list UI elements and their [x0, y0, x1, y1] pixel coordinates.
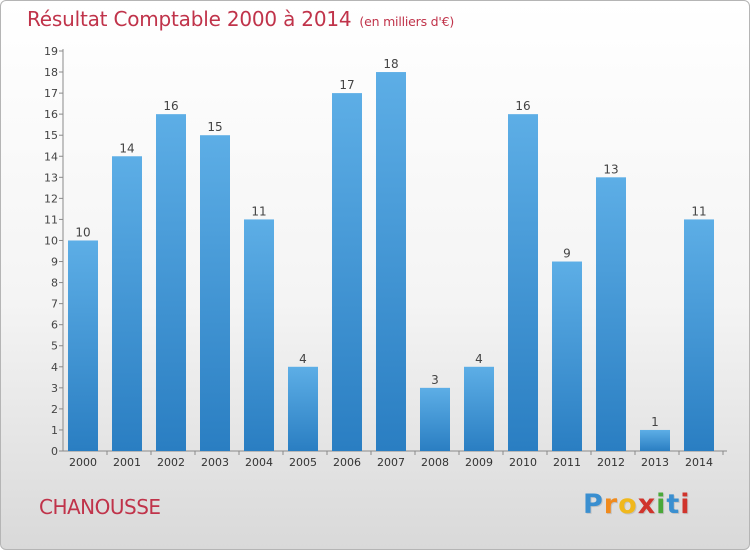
data-label-2014: 11 — [691, 204, 706, 218]
chart-title-unit: (en milliers d'€) — [359, 14, 455, 29]
bar-2000 — [68, 240, 98, 451]
data-label-2005: 4 — [299, 352, 307, 366]
bar-2002 — [156, 114, 186, 451]
data-label-2008: 3 — [431, 373, 439, 387]
y-tick-label: 2 — [51, 403, 58, 416]
x-tick-label-2003: 2003 — [201, 456, 229, 469]
bar-2004 — [244, 219, 274, 451]
bar-2008 — [420, 387, 450, 451]
x-tick-label-2005: 2005 — [289, 456, 317, 469]
logo-letter: P — [583, 489, 604, 520]
bar-2012 — [596, 177, 626, 451]
data-label-2007: 18 — [383, 57, 398, 71]
y-tick-label: 18 — [44, 66, 58, 79]
x-tick-label-2007: 2007 — [377, 456, 405, 469]
data-label-2004: 11 — [251, 204, 266, 218]
y-tick-label: 15 — [44, 129, 58, 142]
data-label-2013: 1 — [651, 415, 659, 429]
y-tick-label: 1 — [51, 424, 58, 437]
x-tick-label-2008: 2008 — [421, 456, 449, 469]
data-label-2000: 10 — [75, 225, 90, 239]
data-label-2009: 4 — [475, 352, 483, 366]
bar-2006 — [332, 93, 362, 452]
bar-2005 — [288, 366, 318, 451]
y-tick-label: 13 — [44, 171, 58, 184]
x-tick-label-2009: 2009 — [465, 456, 493, 469]
y-tick-label: 16 — [44, 108, 58, 121]
x-tick-label-2011: 2011 — [553, 456, 581, 469]
y-tick-label: 10 — [44, 234, 58, 247]
logo-letter: i — [680, 489, 691, 520]
logo-letter: o — [618, 489, 638, 520]
x-tick-label-2014: 2014 — [685, 456, 713, 469]
y-tick-label: 4 — [51, 361, 58, 374]
x-tick-label-2010: 2010 — [509, 456, 537, 469]
x-tick-label-2001: 2001 — [113, 456, 141, 469]
y-tick-label: 11 — [44, 213, 58, 226]
data-label-2010: 16 — [515, 99, 530, 113]
data-label-2011: 9 — [563, 247, 571, 261]
chart-title-main: Résultat Comptable 2000 à 2014 — [27, 7, 352, 31]
logo-letter: r — [603, 489, 619, 520]
y-tick-label: 17 — [44, 87, 58, 100]
x-tick-label-2004: 2004 — [245, 456, 273, 469]
y-tick-label: 6 — [51, 319, 58, 332]
bar-2010 — [508, 114, 538, 451]
data-label-2006: 17 — [339, 78, 354, 92]
bar-2003 — [200, 135, 230, 452]
commune-name: CHANOUSSE — [39, 495, 161, 519]
x-tick-label-2006: 2006 — [333, 456, 361, 469]
y-tick-label: 19 — [44, 45, 58, 58]
y-tick-label: 7 — [51, 298, 58, 311]
data-label-2003: 15 — [207, 120, 222, 134]
y-tick-label: 3 — [51, 382, 58, 395]
data-label-2012: 13 — [603, 162, 618, 176]
x-tick-label-2000: 2000 — [69, 456, 97, 469]
x-tick-label-2013: 2013 — [641, 456, 669, 469]
y-tick-label: 12 — [44, 192, 58, 205]
bar-2009 — [464, 366, 494, 451]
data-label-2002: 16 — [163, 99, 178, 113]
logo-letter: t — [666, 489, 681, 520]
y-tick-label: 0 — [51, 445, 58, 458]
bar-2013 — [640, 429, 670, 451]
y-tick-label: 14 — [44, 150, 58, 163]
chart-title: Résultat Comptable 2000 à 2014 (en millie… — [27, 7, 454, 31]
x-tick-label-2002: 2002 — [157, 456, 185, 469]
y-tick-label: 8 — [51, 277, 58, 290]
proxiti-logo[interactable]: Proxiti — [583, 489, 691, 520]
y-tick-label: 9 — [51, 256, 58, 269]
bar-2011 — [552, 261, 582, 451]
data-label-2001: 14 — [119, 141, 134, 155]
x-tick-label-2012: 2012 — [597, 456, 625, 469]
bar-2014 — [684, 219, 714, 451]
logo-letter: x — [637, 489, 657, 520]
logo-letter: i — [656, 489, 667, 520]
bar-2001 — [112, 156, 142, 451]
bar-2007 — [376, 72, 406, 451]
y-tick-label: 5 — [51, 340, 58, 353]
